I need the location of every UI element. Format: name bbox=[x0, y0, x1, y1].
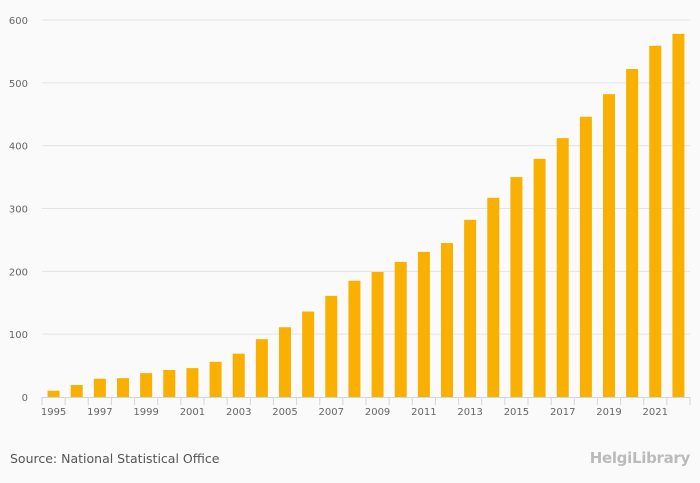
bar-2005 bbox=[279, 327, 291, 397]
source-note: Source: National Statistical Office bbox=[10, 451, 220, 466]
x-tick-label: 2011 bbox=[411, 407, 436, 418]
y-tick-label: 200 bbox=[9, 267, 28, 278]
x-tick-label: 1995 bbox=[41, 407, 66, 418]
x-tick-label: 2005 bbox=[272, 407, 297, 418]
x-tick-label: 2007 bbox=[319, 407, 344, 418]
y-tick-label: 400 bbox=[9, 142, 28, 153]
bar-2020 bbox=[626, 69, 639, 397]
y-tick-label: 600 bbox=[9, 16, 28, 27]
y-tick-label: 500 bbox=[9, 79, 28, 90]
bar-1999 bbox=[140, 373, 153, 397]
bar-2010 bbox=[394, 261, 407, 397]
y-tick-label: 100 bbox=[9, 330, 28, 341]
bar-2008 bbox=[348, 280, 361, 397]
bar-2000 bbox=[163, 369, 176, 397]
bar-2017 bbox=[556, 138, 569, 398]
bar-2022 bbox=[672, 33, 685, 397]
bar-2006 bbox=[302, 311, 315, 397]
bar-2007 bbox=[325, 295, 338, 397]
bar-chart: 0 100 200 300 400 500 600 1995 1997 1999 2001 2003 2… bbox=[9, 16, 691, 418]
x-tick-label: 1999 bbox=[133, 407, 158, 418]
x-tick-label: 2013 bbox=[457, 407, 482, 418]
x-tick-label: 2019 bbox=[596, 407, 621, 418]
y-tick-label: 0 bbox=[22, 393, 28, 404]
x-tick-label: 2003 bbox=[226, 407, 251, 418]
bar-2001 bbox=[186, 368, 199, 397]
x-tick-label: 2001 bbox=[180, 407, 205, 418]
x-tick-label: 2017 bbox=[550, 407, 575, 418]
x-tick-label: 2021 bbox=[643, 407, 668, 418]
bar-2014 bbox=[487, 197, 500, 397]
bar-2011 bbox=[417, 251, 430, 397]
x-tick-label: 2015 bbox=[504, 407, 529, 418]
bar-1997 bbox=[93, 378, 106, 397]
x-tick-label: 2009 bbox=[365, 407, 390, 418]
bar-1998 bbox=[117, 378, 129, 397]
bar-2019 bbox=[603, 94, 615, 397]
helgi-library-logo[interactable]: HelgiLibrary bbox=[589, 449, 691, 467]
bar-2004 bbox=[255, 339, 268, 397]
bar-1996 bbox=[70, 385, 83, 397]
bar-2021 bbox=[649, 45, 662, 398]
bar-1995 bbox=[47, 390, 60, 397]
y-tick-label: 300 bbox=[9, 205, 28, 216]
bar-2013 bbox=[464, 219, 477, 397]
bar-2002 bbox=[209, 361, 222, 397]
bar-2003 bbox=[232, 353, 245, 397]
bar-2018 bbox=[579, 116, 592, 397]
bar-2016 bbox=[533, 158, 546, 397]
bar-2012 bbox=[441, 243, 453, 397]
bar-2015 bbox=[510, 177, 523, 397]
bar-2009 bbox=[371, 271, 384, 397]
x-tick-label: 1997 bbox=[87, 407, 112, 418]
